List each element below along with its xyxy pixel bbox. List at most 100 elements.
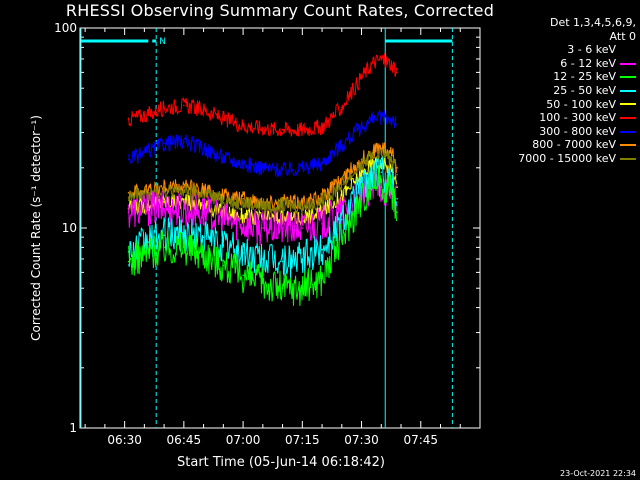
- data-point: [396, 204, 398, 207]
- data-point: [340, 236, 343, 238]
- data-point: [147, 189, 150, 191]
- data-point: [147, 241, 150, 243]
- data-point: [392, 181, 394, 183]
- legend-swatch: [620, 116, 636, 119]
- data-point: [281, 227, 284, 229]
- legend-swatch: [620, 62, 636, 65]
- data-point: [281, 128, 284, 131]
- x-tick-label: 07:00: [226, 433, 261, 447]
- data-point: [163, 207, 165, 210]
- data-point: [163, 106, 165, 109]
- data-point: [372, 61, 375, 64]
- plot-area: 1 10 100 06:30 06:45 07:00 07:15 07:30 07:45 N: [54, 21, 481, 447]
- data-point: [222, 199, 225, 201]
- legend-entry: 7000 - 15000 keV: [484, 152, 636, 166]
- data-point: [360, 76, 363, 78]
- data-point: [202, 147, 205, 150]
- data-point: [202, 236, 205, 238]
- data-point: [183, 246, 185, 249]
- chart-title: RHESSI Observing Summary Count Rates, Co…: [65, 1, 495, 20]
- data-point: [396, 197, 398, 200]
- legend-header-line1: Det 1,3,4,5,6,9,: [549, 16, 636, 29]
- data-point: [127, 118, 130, 120]
- x-tick-label: 07:30: [344, 433, 379, 447]
- series-line-4: [128, 147, 397, 215]
- legend-label: 100 - 300 keV: [539, 111, 616, 125]
- legend-label: 6 - 12 keV: [560, 56, 616, 70]
- data-point: [396, 123, 398, 126]
- data-point: [380, 152, 383, 155]
- data-point: [340, 106, 343, 109]
- data-point: [392, 160, 394, 163]
- data-point: [183, 232, 185, 235]
- data-point: [202, 193, 205, 196]
- legend-entry: 3 - 6 keV: [484, 43, 636, 57]
- data-point: [242, 222, 244, 225]
- data-point: [127, 196, 130, 199]
- data-point: [147, 113, 150, 116]
- timestamp: 23-Oct-2021 22:34: [560, 469, 636, 478]
- legend-header-line2: Att 0: [609, 29, 636, 43]
- legend-swatch: [620, 144, 636, 147]
- data-point: [202, 252, 205, 254]
- data-point: [202, 211, 205, 213]
- data-point: [396, 71, 398, 74]
- data-point: [321, 277, 323, 280]
- data-point: [321, 126, 323, 128]
- data-point: [127, 211, 130, 213]
- data-point: [321, 248, 323, 251]
- data-point: [392, 118, 394, 120]
- data-point: [163, 186, 165, 188]
- data-point: [360, 164, 363, 167]
- y-tick-label: 1: [69, 421, 77, 435]
- y-tick-label: 10: [62, 221, 77, 235]
- data-point: [222, 218, 225, 221]
- data-point: [242, 215, 244, 217]
- legend-label: 12 - 25 keV: [553, 70, 616, 84]
- data-point: [372, 181, 375, 183]
- y-tick-label: 100: [54, 21, 77, 35]
- data-point: [321, 222, 323, 225]
- data-point: [340, 144, 343, 146]
- data-point: [262, 227, 264, 229]
- data-point: [321, 162, 323, 165]
- data-point: [281, 287, 284, 290]
- data-point: [281, 260, 284, 263]
- data-point: [360, 126, 363, 128]
- data-point: [396, 173, 398, 176]
- data-point: [163, 246, 165, 249]
- x-axis-label: Start Time (05-Jun-14 06:18:42): [177, 455, 385, 470]
- data-point: [222, 118, 225, 120]
- data-point: [321, 201, 323, 203]
- data-point: [127, 191, 130, 194]
- legend-label: 50 - 100 keV: [546, 97, 616, 111]
- annotation-label: N: [159, 37, 166, 47]
- legend-label: 3 - 6 keV: [567, 43, 616, 57]
- x-tick-label: 07:45: [403, 433, 438, 447]
- data-point: [392, 191, 394, 194]
- data-point: [262, 166, 264, 169]
- data-point: [183, 186, 185, 188]
- data-point: [183, 207, 185, 210]
- x-tick-label: 06:30: [107, 433, 142, 447]
- data-point: [392, 64, 394, 67]
- series-line-1: [128, 109, 397, 179]
- data-point: [202, 189, 205, 191]
- x-tick-label: 06:45: [167, 433, 202, 447]
- legend-entry: 50 - 100 keV: [484, 98, 636, 112]
- data-point: [380, 171, 383, 174]
- data-point: [262, 282, 264, 284]
- data-point: [147, 151, 150, 153]
- legend-swatch: [620, 103, 636, 106]
- legend-swatch: [620, 76, 636, 79]
- data-point: [392, 154, 394, 157]
- legend-label: 7000 - 15000 keV: [518, 151, 616, 165]
- data-point: [360, 197, 363, 200]
- legend: Det 1,3,4,5,6,9, Att 0 3 - 6 keV 6 - 12 k…: [484, 16, 636, 166]
- data-point: [222, 244, 225, 247]
- data-point: [163, 142, 165, 145]
- series-line-0: [128, 53, 397, 137]
- legend-swatch: [620, 130, 636, 133]
- y-axis-label: Corrected Count Rate (s⁻¹ detector⁻¹): [29, 115, 43, 341]
